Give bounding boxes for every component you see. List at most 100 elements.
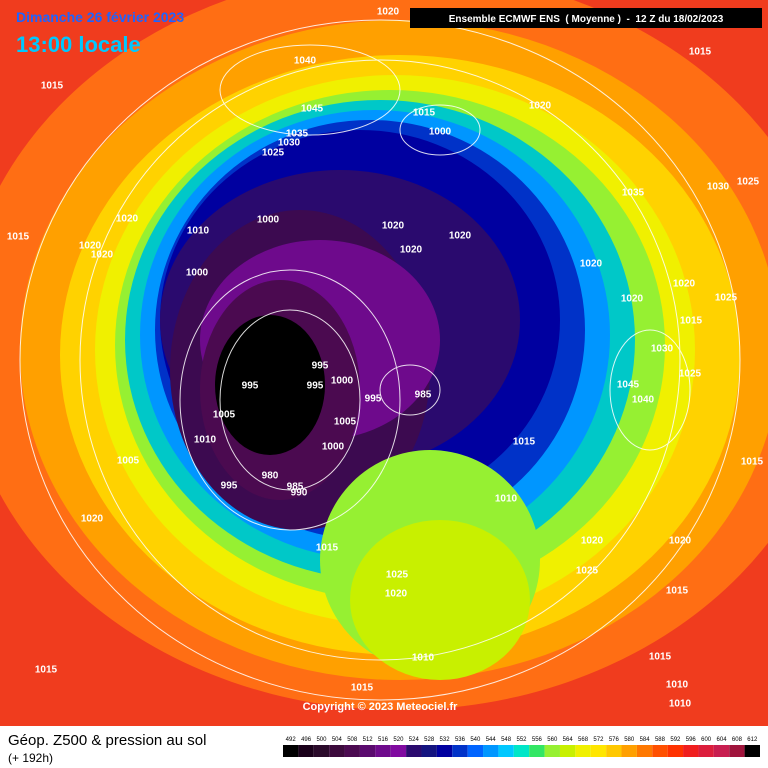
colorbar-label: 588: [655, 737, 666, 743]
color-swatch: [683, 745, 699, 757]
colorbar-label: 492: [286, 737, 297, 743]
color-swatch: [621, 745, 637, 757]
isobar-label: 1010: [194, 435, 217, 446]
isobar-label: 1020: [79, 241, 102, 252]
isobar-label: 1015: [316, 543, 339, 554]
isobar-label: 1020: [81, 514, 104, 525]
isobar-label: 985: [415, 390, 432, 401]
color-swatch: [313, 745, 330, 757]
isobar-label: 1020: [382, 221, 405, 232]
isobar-label: 1015: [413, 108, 436, 119]
colorbar: 492 496 500 504 508 512 516 520 524 528 532 536 540 5…: [283, 737, 760, 757]
colorbar-label: 504: [332, 737, 343, 743]
isobar-label: 1005: [213, 410, 236, 421]
color-swatch: [590, 745, 607, 757]
isobar-label: 1025: [715, 293, 738, 304]
color-swatch: [467, 745, 484, 757]
colorbar-label: 604: [717, 737, 728, 743]
color-swatch: [529, 745, 545, 757]
colorbar-label: 608: [732, 737, 743, 743]
isobar-label: 1010: [669, 699, 692, 710]
isobar-label: 1015: [7, 232, 30, 243]
isobar-label: 1015: [649, 652, 672, 663]
colorbar-label: 568: [578, 737, 589, 743]
color-swatch: [283, 745, 299, 757]
colorbar-label: 532: [440, 737, 451, 743]
colorbar-label: 544: [486, 737, 497, 743]
colorbar-label: 600: [701, 737, 712, 743]
colorbar-label: 592: [670, 737, 681, 743]
isobar-label: 1005: [334, 417, 357, 428]
isobar-label: 1015: [513, 437, 536, 448]
isobar-label: 1030: [707, 182, 730, 193]
isobar-label: 1000: [429, 127, 452, 138]
color-swatch: [359, 745, 376, 757]
header-box: [410, 8, 762, 28]
footer-title: Géop. Z500 & pression au sol: [8, 732, 206, 749]
colorbar-label: 572: [593, 737, 604, 743]
z500-field: [0, 0, 768, 726]
isobar-label: 995: [221, 481, 238, 492]
isobar-label: 1045: [617, 380, 640, 391]
isobar-label: 1020: [673, 279, 696, 290]
isobar-label: 1000: [257, 215, 280, 226]
isobar-label: 1020: [580, 259, 603, 270]
color-swatch: [513, 745, 530, 757]
isobar-label: 995: [312, 361, 329, 372]
isobar-label: 995: [307, 381, 324, 392]
isobar-label: 1015: [35, 665, 58, 676]
color-swatch: [606, 745, 622, 757]
colorbar-label: 576: [609, 737, 620, 743]
isobar-label: 1020: [669, 536, 692, 547]
isobar-label: 990: [291, 488, 308, 499]
colorbar-label: 580: [624, 737, 635, 743]
isobar-label: 1020: [385, 589, 408, 600]
color-swatch: [744, 745, 760, 757]
colorbar-label: 528: [424, 737, 435, 743]
colorbar-label: 556: [532, 737, 543, 743]
isobar-label: 1020: [400, 245, 423, 256]
color-swatch: [452, 745, 468, 757]
colorbar-label: 512: [363, 737, 374, 743]
isobar-label: 1030: [278, 138, 301, 149]
isobar-label: 1020: [449, 231, 472, 242]
isobar-label: 1000: [331, 376, 354, 387]
isobar-label: 1020: [529, 101, 552, 112]
color-swatch: [729, 745, 745, 757]
color-swatch: [667, 745, 684, 757]
color-swatch: [698, 745, 714, 757]
color-swatch: [344, 745, 360, 757]
isobar-label: 1035: [286, 129, 309, 140]
copyright: Copyright © 2023 Meteociel.fr: [303, 701, 459, 713]
colorbar-label: 564: [563, 737, 574, 743]
isobar-label: 1015: [689, 47, 712, 58]
color-swatch: [298, 745, 314, 757]
colorbar-label: 612: [747, 737, 758, 743]
isobar-label: 1000: [322, 442, 345, 453]
isobar-labels: 1020101510401045103510301025101510001020…: [7, 7, 764, 710]
isobar-label: 1015: [41, 81, 64, 92]
isobar-label: 1020: [91, 250, 114, 261]
isobar-label: 980: [262, 471, 279, 482]
colorbar-label: 584: [640, 737, 651, 743]
color-swatch: [375, 745, 391, 757]
colorbar-label: 536: [455, 737, 466, 743]
isobar-label: 1000: [186, 268, 209, 279]
isobar-label: 1015: [351, 683, 374, 694]
isobar-label: 1010: [495, 494, 518, 505]
isobar-label: 1010: [187, 226, 210, 237]
isobar-label: 1020: [377, 7, 400, 18]
colorbar-label: 500: [316, 737, 327, 743]
model-run: Ensemble ECMWF ENS ( Moyenne ) - 12 Z du…: [449, 14, 724, 25]
colorbar-label: 508: [347, 737, 358, 743]
isobar-label: 1020: [581, 536, 604, 547]
isobar-label: 1020: [621, 294, 644, 305]
isobar-label: 1005: [117, 456, 140, 467]
color-swatch: [483, 745, 499, 757]
isobar-label: 1025: [679, 369, 702, 380]
color-swatch: [436, 745, 453, 757]
isobar-label: 1040: [632, 395, 655, 406]
colorbar-label: 540: [470, 737, 481, 743]
colorbar-label: 548: [501, 737, 512, 743]
